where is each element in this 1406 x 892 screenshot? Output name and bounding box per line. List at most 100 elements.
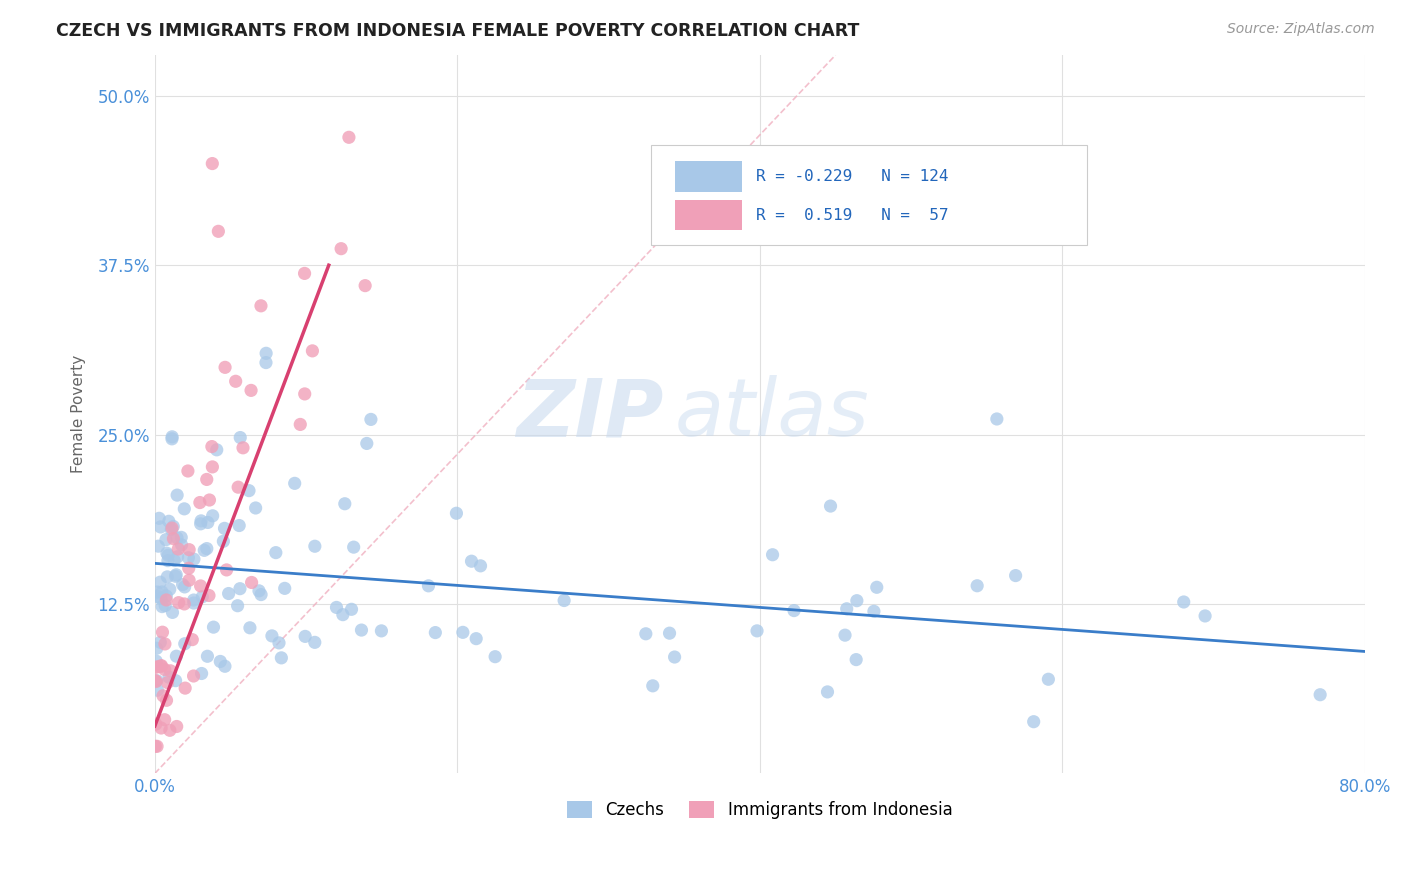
Point [658, 626, 681, 640]
Point [157, 548, 180, 562]
Point [202, 620, 225, 634]
Point [783, 604, 806, 618]
Point [214, 659, 236, 673]
Point [226, 599, 249, 613]
Point [148, 511, 170, 525]
Point [167, 596, 190, 610]
Point [155, 589, 177, 603]
Point [1309, 688, 1331, 702]
Point [470, 558, 492, 573]
Point [156, 553, 179, 567]
Point [333, 497, 356, 511]
Point [484, 649, 506, 664]
Point [183, 596, 205, 610]
Point [370, 624, 392, 638]
Point [150, 599, 173, 614]
Legend: Czechs, Immigrants from Indonesia: Czechs, Immigrants from Indonesia [561, 795, 959, 826]
Point [232, 441, 254, 455]
Point [153, 637, 176, 651]
Point [1194, 609, 1216, 624]
Point [181, 632, 204, 647]
Point [325, 600, 347, 615]
Point [152, 689, 174, 703]
Point [284, 476, 307, 491]
Point [159, 582, 181, 597]
Point [207, 224, 229, 238]
Y-axis label: Female Poverty: Female Poverty [72, 355, 86, 474]
Point [183, 669, 205, 683]
Point [228, 518, 250, 533]
Point [165, 673, 187, 688]
Point [190, 666, 212, 681]
Point [177, 550, 200, 565]
Point [641, 679, 664, 693]
Point [190, 514, 212, 528]
Point [149, 520, 172, 534]
Point [1038, 672, 1060, 686]
Point [145, 674, 167, 689]
Point [145, 654, 167, 668]
Point [148, 539, 170, 553]
Point [160, 430, 183, 444]
Text: atlas: atlas [675, 376, 870, 453]
Point [143, 660, 166, 674]
Point [214, 521, 236, 535]
Point [1022, 714, 1045, 729]
Point [195, 541, 218, 556]
Point [183, 593, 205, 607]
Point [162, 519, 184, 533]
Point [159, 664, 181, 678]
Point [330, 242, 353, 256]
Point [337, 130, 360, 145]
Point [340, 602, 363, 616]
Point [162, 606, 184, 620]
Point [150, 658, 173, 673]
Point [155, 593, 177, 607]
Point [238, 483, 260, 498]
Point [190, 516, 212, 531]
Point [183, 552, 205, 566]
Point [177, 573, 200, 587]
Point [146, 590, 169, 604]
Point [966, 579, 988, 593]
Point [260, 629, 283, 643]
Point [350, 623, 373, 637]
Point [986, 412, 1008, 426]
Point [553, 593, 575, 607]
Point [465, 632, 488, 646]
Point [866, 580, 889, 594]
Point [149, 635, 172, 649]
Point [845, 593, 868, 607]
Point [254, 346, 277, 360]
Point [267, 636, 290, 650]
Point [226, 480, 249, 494]
Point [201, 508, 224, 523]
Point [156, 546, 179, 560]
Point [150, 721, 173, 735]
Point [239, 621, 262, 635]
FancyBboxPatch shape [651, 145, 1087, 245]
Point [143, 673, 166, 688]
Point [247, 583, 270, 598]
Point [191, 590, 214, 604]
Point [167, 541, 190, 556]
Point [166, 531, 188, 545]
Point [446, 506, 468, 520]
Point [179, 542, 201, 557]
Point [145, 641, 167, 656]
Point [304, 635, 326, 649]
Point [197, 649, 219, 664]
Point [264, 546, 287, 560]
Point [201, 440, 224, 454]
Point [195, 472, 218, 486]
Point [160, 523, 183, 537]
Point [205, 442, 228, 457]
Point [155, 599, 177, 613]
Point [290, 417, 312, 432]
Text: ZIP: ZIP [516, 376, 664, 453]
Point [152, 625, 174, 640]
Point [173, 597, 195, 611]
Point [198, 589, 221, 603]
Point [745, 624, 768, 638]
Point [354, 278, 377, 293]
